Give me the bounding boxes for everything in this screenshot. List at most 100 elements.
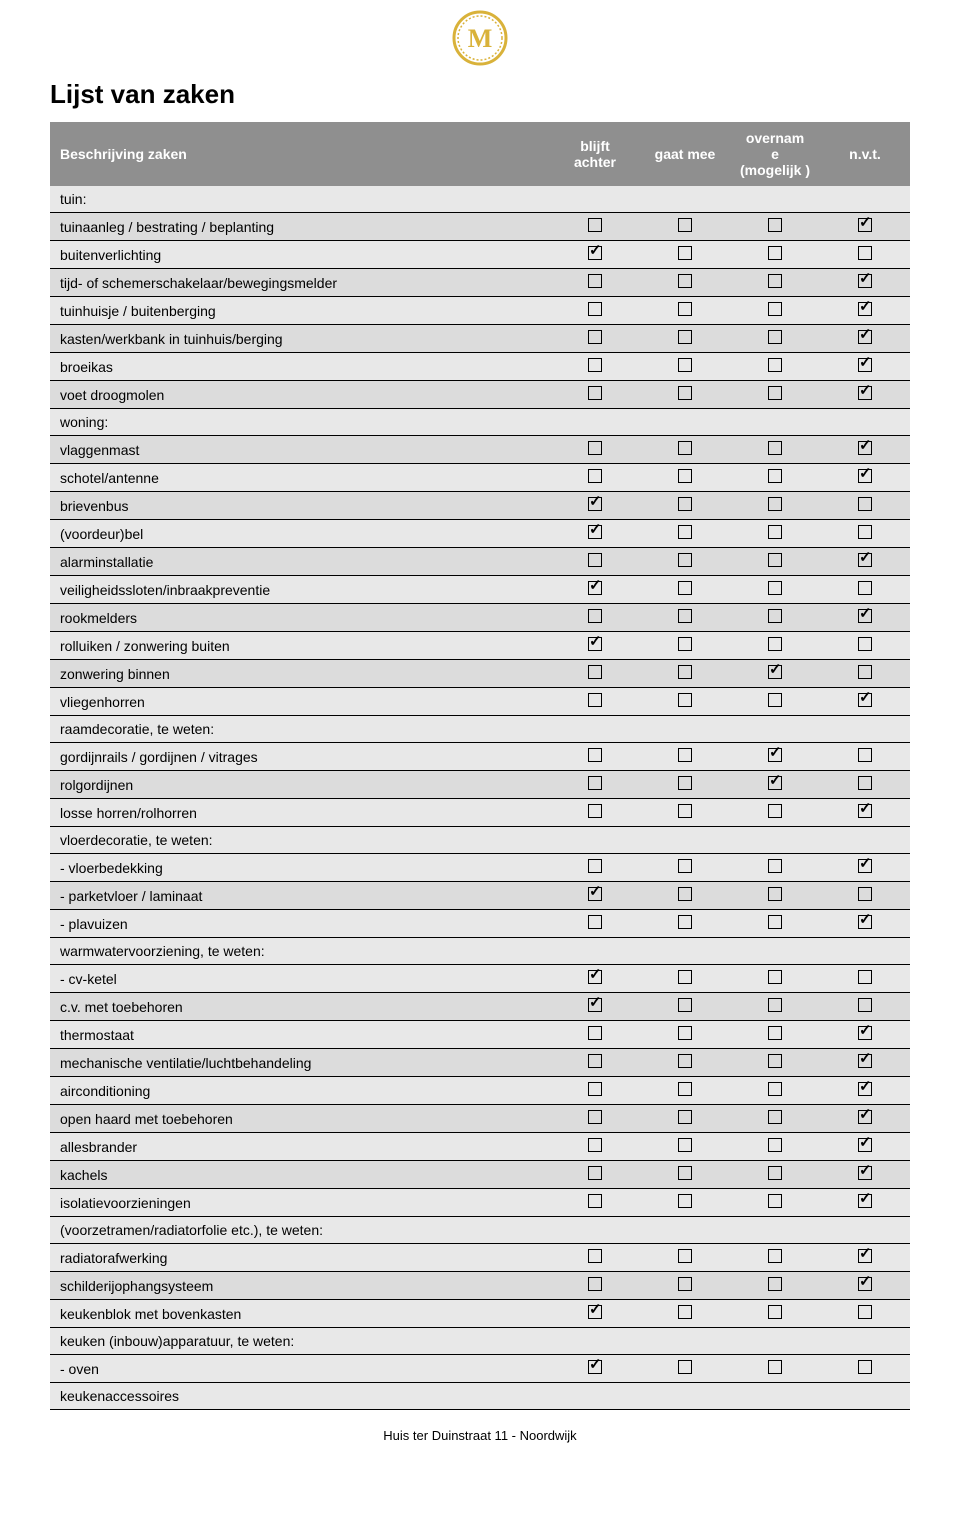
checkbox-empty-icon[interactable] (588, 1082, 602, 1096)
checkbox-empty-icon[interactable] (588, 804, 602, 818)
checkbox-empty-icon[interactable] (678, 665, 692, 679)
checkbox-empty-icon[interactable] (768, 970, 782, 984)
checkbox-empty-icon[interactable] (768, 1026, 782, 1040)
checkbox-checked-icon[interactable] (858, 274, 872, 288)
checkbox-empty-icon[interactable] (678, 859, 692, 873)
checkbox-checked-icon[interactable] (858, 469, 872, 483)
checkbox-empty-icon[interactable] (768, 887, 782, 901)
checkbox-empty-icon[interactable] (768, 998, 782, 1012)
checkbox-checked-icon[interactable] (858, 1166, 872, 1180)
checkbox-empty-icon[interactable] (678, 274, 692, 288)
checkbox-empty-icon[interactable] (768, 386, 782, 400)
checkbox-empty-icon[interactable] (858, 246, 872, 260)
checkbox-checked-icon[interactable] (858, 1249, 872, 1263)
checkbox-checked-icon[interactable] (768, 776, 782, 790)
checkbox-empty-icon[interactable] (678, 469, 692, 483)
checkbox-checked-icon[interactable] (858, 218, 872, 232)
checkbox-checked-icon[interactable] (858, 1026, 872, 1040)
checkbox-empty-icon[interactable] (588, 1026, 602, 1040)
checkbox-empty-icon[interactable] (678, 998, 692, 1012)
checkbox-empty-icon[interactable] (768, 1110, 782, 1124)
checkbox-empty-icon[interactable] (678, 970, 692, 984)
checkbox-checked-icon[interactable] (588, 1360, 602, 1374)
checkbox-empty-icon[interactable] (858, 748, 872, 762)
checkbox-empty-icon[interactable] (768, 553, 782, 567)
checkbox-empty-icon[interactable] (768, 330, 782, 344)
checkbox-empty-icon[interactable] (768, 915, 782, 929)
checkbox-checked-icon[interactable] (858, 386, 872, 400)
checkbox-empty-icon[interactable] (768, 469, 782, 483)
checkbox-checked-icon[interactable] (858, 804, 872, 818)
checkbox-empty-icon[interactable] (588, 553, 602, 567)
checkbox-empty-icon[interactable] (678, 1277, 692, 1291)
checkbox-checked-icon[interactable] (858, 1082, 872, 1096)
checkbox-checked-icon[interactable] (588, 998, 602, 1012)
checkbox-empty-icon[interactable] (768, 581, 782, 595)
checkbox-empty-icon[interactable] (858, 1305, 872, 1319)
checkbox-empty-icon[interactable] (678, 609, 692, 623)
checkbox-empty-icon[interactable] (678, 218, 692, 232)
checkbox-empty-icon[interactable] (678, 246, 692, 260)
checkbox-empty-icon[interactable] (678, 1082, 692, 1096)
checkbox-empty-icon[interactable] (678, 1110, 692, 1124)
checkbox-empty-icon[interactable] (768, 246, 782, 260)
checkbox-empty-icon[interactable] (588, 358, 602, 372)
checkbox-empty-icon[interactable] (768, 1360, 782, 1374)
checkbox-empty-icon[interactable] (588, 274, 602, 288)
checkbox-empty-icon[interactable] (768, 1194, 782, 1208)
checkbox-empty-icon[interactable] (588, 748, 602, 762)
checkbox-empty-icon[interactable] (768, 302, 782, 316)
checkbox-empty-icon[interactable] (858, 1360, 872, 1374)
checkbox-checked-icon[interactable] (858, 302, 872, 316)
checkbox-empty-icon[interactable] (768, 1166, 782, 1180)
checkbox-checked-icon[interactable] (858, 1194, 872, 1208)
checkbox-checked-icon[interactable] (588, 887, 602, 901)
checkbox-empty-icon[interactable] (768, 497, 782, 511)
checkbox-checked-icon[interactable] (858, 915, 872, 929)
checkbox-empty-icon[interactable] (678, 441, 692, 455)
checkbox-checked-icon[interactable] (588, 970, 602, 984)
checkbox-empty-icon[interactable] (588, 1054, 602, 1068)
checkbox-empty-icon[interactable] (768, 274, 782, 288)
checkbox-checked-icon[interactable] (768, 665, 782, 679)
checkbox-empty-icon[interactable] (678, 915, 692, 929)
checkbox-empty-icon[interactable] (678, 1249, 692, 1263)
checkbox-empty-icon[interactable] (768, 441, 782, 455)
checkbox-empty-icon[interactable] (768, 218, 782, 232)
checkbox-checked-icon[interactable] (588, 525, 602, 539)
checkbox-empty-icon[interactable] (678, 1138, 692, 1152)
checkbox-checked-icon[interactable] (858, 330, 872, 344)
checkbox-empty-icon[interactable] (678, 1054, 692, 1068)
checkbox-empty-icon[interactable] (588, 302, 602, 316)
checkbox-empty-icon[interactable] (768, 525, 782, 539)
checkbox-empty-icon[interactable] (768, 1277, 782, 1291)
checkbox-empty-icon[interactable] (858, 581, 872, 595)
checkbox-checked-icon[interactable] (858, 693, 872, 707)
checkbox-empty-icon[interactable] (768, 1305, 782, 1319)
checkbox-checked-icon[interactable] (858, 1110, 872, 1124)
checkbox-empty-icon[interactable] (858, 998, 872, 1012)
checkbox-empty-icon[interactable] (768, 609, 782, 623)
checkbox-empty-icon[interactable] (678, 1026, 692, 1040)
checkbox-empty-icon[interactable] (678, 1305, 692, 1319)
checkbox-empty-icon[interactable] (768, 1249, 782, 1263)
checkbox-empty-icon[interactable] (588, 1138, 602, 1152)
checkbox-empty-icon[interactable] (768, 693, 782, 707)
checkbox-checked-icon[interactable] (858, 609, 872, 623)
checkbox-empty-icon[interactable] (588, 609, 602, 623)
checkbox-empty-icon[interactable] (858, 970, 872, 984)
checkbox-empty-icon[interactable] (588, 386, 602, 400)
checkbox-empty-icon[interactable] (588, 330, 602, 344)
checkbox-empty-icon[interactable] (858, 665, 872, 679)
checkbox-empty-icon[interactable] (858, 776, 872, 790)
checkbox-empty-icon[interactable] (678, 748, 692, 762)
checkbox-empty-icon[interactable] (768, 804, 782, 818)
checkbox-empty-icon[interactable] (588, 1194, 602, 1208)
checkbox-empty-icon[interactable] (588, 693, 602, 707)
checkbox-checked-icon[interactable] (858, 1054, 872, 1068)
checkbox-checked-icon[interactable] (858, 553, 872, 567)
checkbox-empty-icon[interactable] (858, 497, 872, 511)
checkbox-empty-icon[interactable] (678, 1360, 692, 1374)
checkbox-checked-icon[interactable] (858, 859, 872, 873)
checkbox-empty-icon[interactable] (768, 859, 782, 873)
